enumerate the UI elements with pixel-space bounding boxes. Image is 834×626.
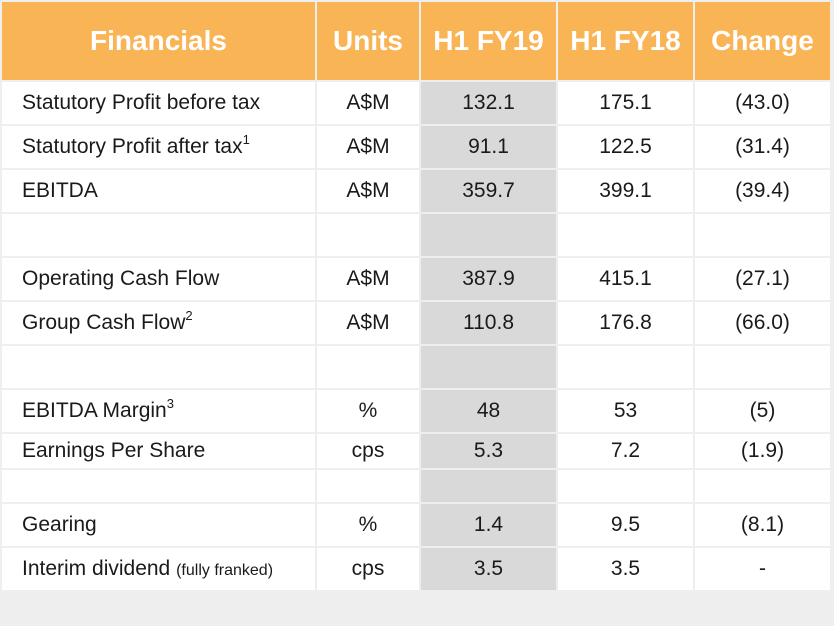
h1fy18-cell: 399.1 <box>558 170 693 212</box>
change-cell: (27.1) <box>695 258 830 300</box>
h1fy19-cell: 387.9 <box>421 258 556 300</box>
h1fy19-cell: 91.1 <box>421 126 556 168</box>
h1fy18-cell: 53 <box>558 390 693 432</box>
empty-cell <box>421 470 556 502</box>
table-row: Group Cash Flow2 A$M 110.8 176.8 (66.0) <box>2 302 830 344</box>
header-row: Financials Units H1 FY19 H1 FY18 Change <box>2 2 830 80</box>
empty-cell <box>558 214 693 256</box>
table-row: Interim dividend (fully franked) cps 3.5… <box>2 548 830 590</box>
table-row: Operating Cash Flow A$M 387.9 415.1 (27.… <box>2 258 830 300</box>
row-label: Earnings Per Share <box>2 434 315 468</box>
units-cell: % <box>317 504 419 546</box>
row-label-text: Statutory Profit after tax <box>22 135 243 158</box>
row-label: Statutory Profit before tax <box>2 82 315 124</box>
header-h1fy18: H1 FY18 <box>558 2 693 80</box>
change-cell: (1.9) <box>695 434 830 468</box>
units-cell: A$M <box>317 126 419 168</box>
table-row: EBITDA A$M 359.7 399.1 (39.4) <box>2 170 830 212</box>
row-label: Interim dividend (fully franked) <box>2 548 315 590</box>
row-label-text: Earnings Per Share <box>22 439 206 462</box>
empty-cell <box>317 214 419 256</box>
units-cell: A$M <box>317 258 419 300</box>
financials-table: Financials Units H1 FY19 H1 FY18 Change … <box>2 2 830 590</box>
h1fy18-cell: 176.8 <box>558 302 693 344</box>
spacer-row <box>2 470 830 502</box>
units-cell: cps <box>317 434 419 468</box>
units-cell: % <box>317 390 419 432</box>
h1fy18-cell: 7.2 <box>558 434 693 468</box>
empty-cell <box>2 346 315 388</box>
empty-cell <box>558 470 693 502</box>
row-label-text: Gearing <box>22 513 97 536</box>
change-cell: (66.0) <box>695 302 830 344</box>
header-financials: Financials <box>2 2 315 80</box>
footnote-marker: 3 <box>166 396 174 411</box>
table-row: EBITDA Margin3 % 48 53 (5) <box>2 390 830 432</box>
h1fy19-cell: 3.5 <box>421 548 556 590</box>
row-label-text: Interim dividend <box>22 557 171 580</box>
h1fy19-cell: 110.8 <box>421 302 556 344</box>
h1fy19-cell: 1.4 <box>421 504 556 546</box>
units-cell: A$M <box>317 82 419 124</box>
empty-cell <box>2 214 315 256</box>
empty-cell <box>2 470 315 502</box>
empty-cell <box>317 470 419 502</box>
empty-cell <box>695 214 830 256</box>
table-row: Earnings Per Share cps 5.3 7.2 (1.9) <box>2 434 830 468</box>
table-row: Gearing % 1.4 9.5 (8.1) <box>2 504 830 546</box>
h1fy18-cell: 9.5 <box>558 504 693 546</box>
h1fy19-cell: 48 <box>421 390 556 432</box>
row-label-text: EBITDA Margin <box>22 399 167 422</box>
row-label: EBITDA <box>2 170 315 212</box>
empty-cell <box>421 214 556 256</box>
change-cell: (8.1) <box>695 504 830 546</box>
header-h1fy19: H1 FY19 <box>421 2 556 80</box>
h1fy19-cell: 359.7 <box>421 170 556 212</box>
units-cell: A$M <box>317 170 419 212</box>
row-label: Statutory Profit after tax1 <box>2 126 315 168</box>
units-cell: cps <box>317 548 419 590</box>
empty-cell <box>317 346 419 388</box>
change-cell: (39.4) <box>695 170 830 212</box>
row-label-text: Operating Cash Flow <box>22 267 220 290</box>
header-change: Change <box>695 2 830 80</box>
table-row: Statutory Profit after tax1 A$M 91.1 122… <box>2 126 830 168</box>
row-label: Operating Cash Flow <box>2 258 315 300</box>
h1fy19-cell: 132.1 <box>421 82 556 124</box>
row-label-text: Statutory Profit before tax <box>22 91 261 114</box>
empty-cell <box>421 346 556 388</box>
footnote-marker: 1 <box>242 132 250 147</box>
change-cell: (5) <box>695 390 830 432</box>
footnote-marker: 2 <box>185 308 193 323</box>
row-label-text: Group Cash Flow <box>22 311 186 334</box>
h1fy18-cell: 3.5 <box>558 548 693 590</box>
spacer-row <box>2 214 830 256</box>
units-cell: A$M <box>317 302 419 344</box>
empty-cell <box>558 346 693 388</box>
row-label: EBITDA Margin3 <box>2 390 315 432</box>
spacer-row <box>2 346 830 388</box>
empty-cell <box>695 346 830 388</box>
h1fy18-cell: 122.5 <box>558 126 693 168</box>
change-cell: - <box>695 548 830 590</box>
row-label: Gearing <box>2 504 315 546</box>
header-units: Units <box>317 2 419 80</box>
h1fy18-cell: 415.1 <box>558 258 693 300</box>
h1fy18-cell: 175.1 <box>558 82 693 124</box>
row-label: Group Cash Flow2 <box>2 302 315 344</box>
empty-cell <box>695 470 830 502</box>
change-cell: (43.0) <box>695 82 830 124</box>
row-note: (fully franked) <box>176 562 274 579</box>
table-row: Statutory Profit before tax A$M 132.1 17… <box>2 82 830 124</box>
change-cell: (31.4) <box>695 126 830 168</box>
h1fy19-cell: 5.3 <box>421 434 556 468</box>
row-label-text: EBITDA <box>22 179 98 202</box>
